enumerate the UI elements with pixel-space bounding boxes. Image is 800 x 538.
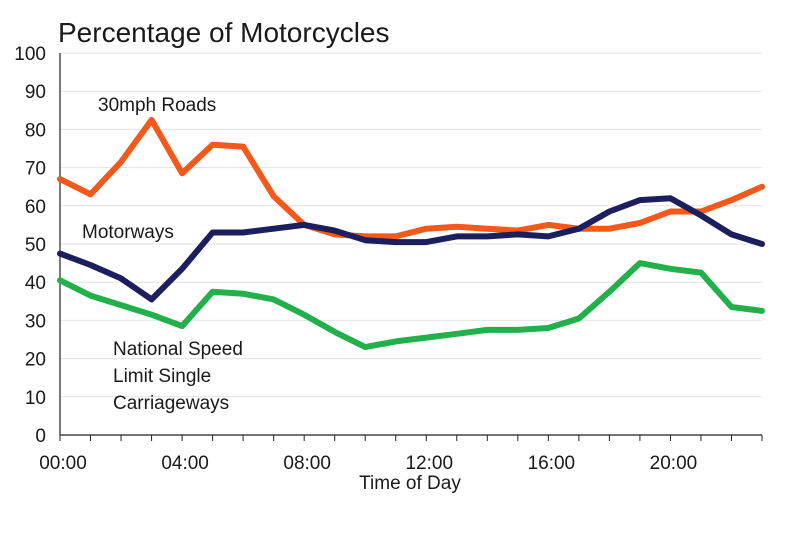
series-lines — [57, 116, 765, 351]
y-tick-label: 0 — [35, 426, 46, 447]
series-line — [57, 260, 765, 351]
series-label: 30mph Roads — [98, 95, 216, 116]
series-label: National Speed — [113, 339, 243, 360]
x-tick-label: 04:00 — [161, 453, 209, 474]
series-line — [57, 116, 765, 240]
y-tick-label: 40 — [25, 273, 46, 294]
y-tick-label: 10 — [25, 388, 46, 409]
x-tick-label: 08:00 — [283, 453, 331, 474]
axes: 0 10 20 30 40 50 60 70 80 90 100 00:00 04:00 08:00 12:… — [14, 44, 763, 474]
y-tick-label: 80 — [25, 120, 46, 141]
x-tick-label: 12:00 — [405, 453, 453, 474]
y-tick-label: 90 — [25, 82, 46, 103]
series-label: Carriageways — [113, 393, 229, 414]
chart-title: Percentage of Motorcycles — [58, 17, 390, 48]
y-tick-label: 70 — [25, 159, 46, 180]
x-tick-label: 16:00 — [528, 453, 576, 474]
y-tick-label: 50 — [25, 235, 46, 256]
x-axis-label: Time of Day — [359, 473, 461, 494]
y-tick-label: 30 — [25, 311, 46, 332]
y-tick-label: 100 — [14, 44, 46, 65]
x-tick-label: 00:00 — [39, 453, 87, 474]
series-labels: 30mph Roads Motorways National Speed Limit … — [82, 95, 243, 414]
series-label: Limit Single — [113, 366, 211, 387]
y-tick-label: 20 — [25, 350, 46, 371]
series-line — [57, 195, 765, 303]
series-label: Motorways — [82, 222, 174, 243]
x-tick-label: 20:00 — [650, 453, 698, 474]
y-tick-label: 60 — [25, 197, 46, 218]
